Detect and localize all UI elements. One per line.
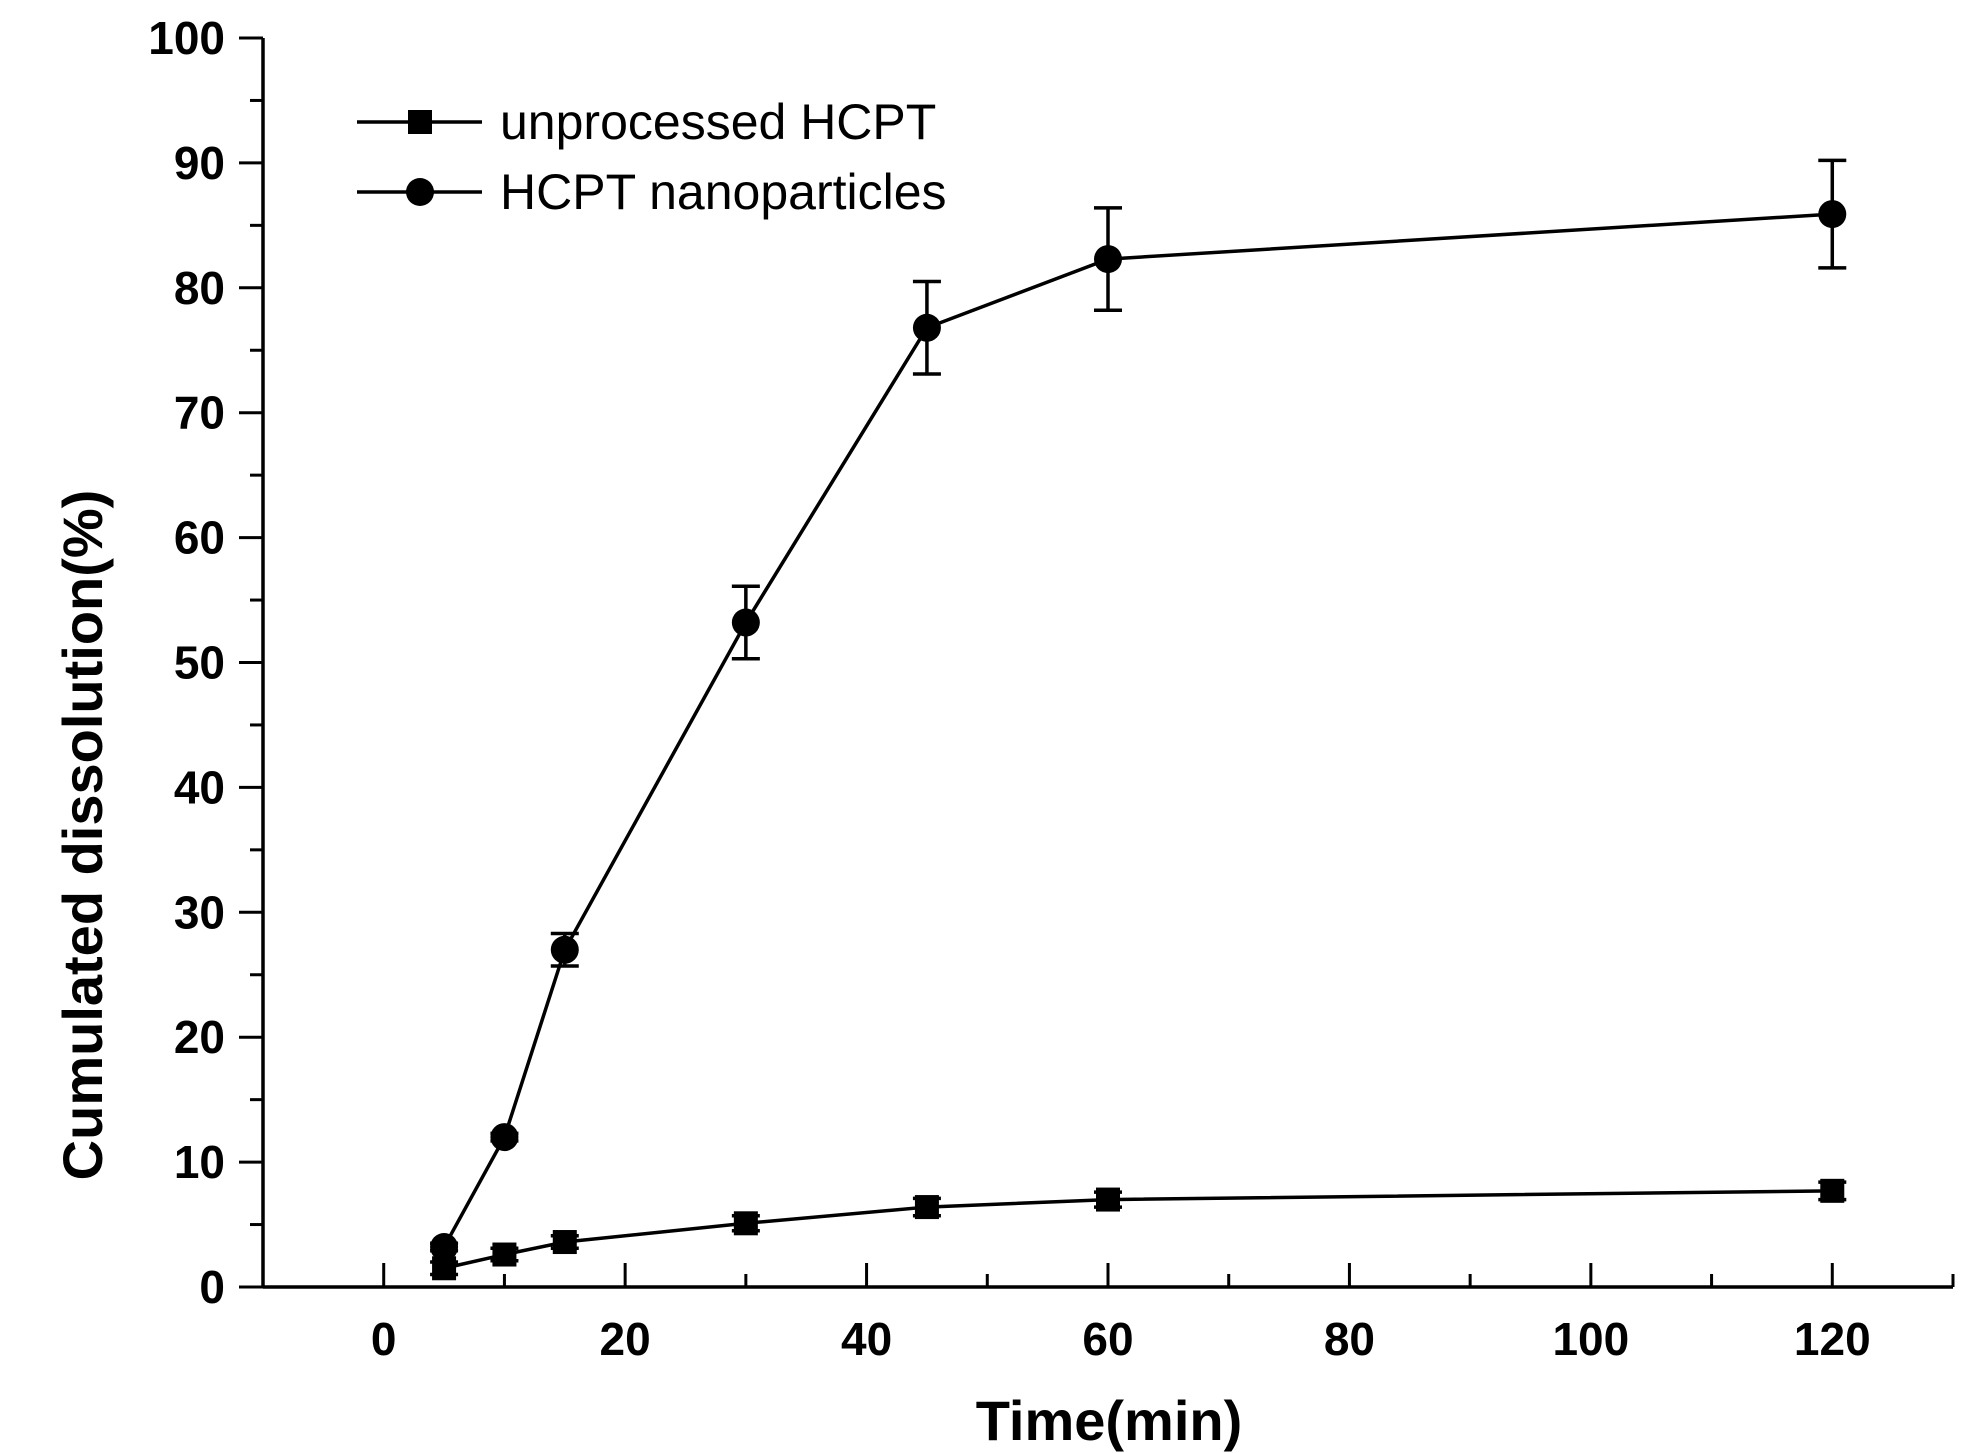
data-point <box>550 935 579 964</box>
y-tick-label: 60 <box>174 512 225 564</box>
data-point <box>731 608 760 637</box>
y-tick-label: 90 <box>174 137 225 189</box>
series-hcpt-nanoparticles <box>430 158 1847 1262</box>
y-tick-label: 70 <box>174 387 225 439</box>
y-axis: 0 10 20 30 40 50 60 70 80 90 100 <box>148 12 265 1313</box>
x-tick-label: 40 <box>841 1313 892 1365</box>
legend-label: HCPT nanoparticles <box>500 164 947 220</box>
y-tick-label: 80 <box>174 262 225 314</box>
plot-area <box>430 158 1847 1281</box>
data-point <box>492 1242 517 1267</box>
series-line <box>443 1189 1833 1270</box>
legend-marker <box>406 178 434 206</box>
y-tick-label: 50 <box>174 637 225 689</box>
y-tick-label: 0 <box>199 1261 225 1313</box>
legend-marker <box>408 110 432 134</box>
y-tick-label: 20 <box>174 1011 225 1063</box>
x-axis-title: Time(min) <box>976 1389 1243 1452</box>
data-point <box>1096 1187 1120 1212</box>
x-axis: 0 20 40 60 80 100 120 <box>261 1263 1955 1365</box>
legend: unprocessed HCPT HCPT nanoparticles <box>357 94 947 220</box>
y-tick-label: 30 <box>174 886 225 938</box>
x-tick-label: 0 <box>371 1313 397 1365</box>
y-tick-label: 100 <box>148 12 225 64</box>
y-tick-label: 40 <box>174 761 225 813</box>
data-point <box>490 1123 519 1152</box>
data-point <box>912 313 941 342</box>
legend-label: unprocessed HCPT <box>500 94 936 150</box>
x-tick-label: 80 <box>1324 1313 1375 1365</box>
x-tick-label: 20 <box>600 1313 651 1365</box>
data-point <box>430 1233 459 1262</box>
data-point <box>1818 200 1847 229</box>
data-point <box>1094 245 1122 274</box>
data-point <box>914 1195 939 1220</box>
x-tick-label: 100 <box>1552 1313 1629 1365</box>
series-unprocessed-hcpt <box>430 1178 1847 1281</box>
y-axis-title: Cumulated dissolution(%) <box>51 490 114 1181</box>
data-point <box>733 1211 758 1236</box>
y-tick-label: 10 <box>174 1136 225 1188</box>
data-point <box>1820 1178 1845 1203</box>
series-line <box>442 212 1833 1248</box>
data-point <box>552 1230 577 1255</box>
x-tick-label: 60 <box>1082 1313 1133 1365</box>
x-tick-label: 120 <box>1794 1313 1871 1365</box>
